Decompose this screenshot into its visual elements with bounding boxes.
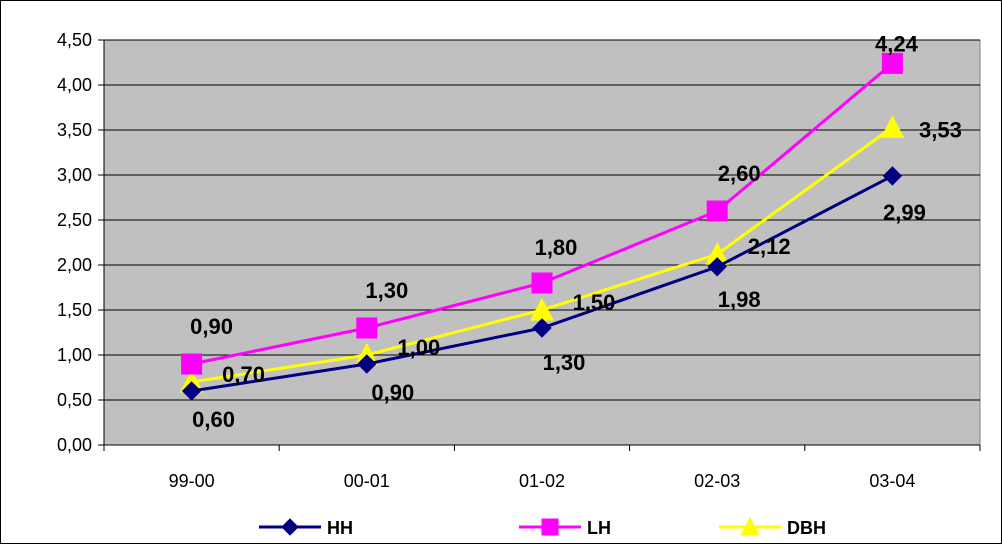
data-label-lh: 0,90 [190,314,233,339]
data-point-hh [882,166,903,186]
data-point-hh [357,354,377,374]
legend-label: HH [327,518,353,538]
y-tick-label: 4,50 [57,30,92,50]
legend-label: LH [587,518,611,538]
x-tick-label: 01-02 [519,471,565,491]
data-label-hh: 0,90 [371,380,414,405]
legend-marker-dbh [740,516,760,536]
legend-marker-hh [281,518,299,536]
data-label-hh: 0,60 [192,407,235,432]
data-label-lh: 2,60 [718,161,761,186]
legend-item-lh: LH [519,518,611,538]
data-label-dbh: 1,00 [397,335,440,360]
data-point-lh [531,272,553,294]
y-axis-ticks: 0,00 0,50 1,00 1,50 2,00 2,50 3,00 3,50 4,00 4,50 [57,30,104,455]
legend: HH LH DBH [259,516,826,538]
y-tick-label: 2,00 [57,255,92,275]
x-tick-label: 00-01 [344,471,390,491]
data-label-dbh: 3,53 [919,117,962,142]
data-label-hh: 1,98 [718,287,761,312]
y-tick-label: 0,00 [57,435,92,455]
data-label-dbh: 1,50 [573,290,616,315]
plot-area [103,39,981,446]
y-tick-label: 3,50 [57,120,92,140]
y-tick-label: 1,00 [57,345,92,365]
data-point-lh [356,317,378,339]
y-tick-label: 1,50 [57,300,92,320]
x-tick-label: 03-04 [869,471,915,491]
data-label-lh: 4,24 [875,31,919,56]
data-point-hh [707,257,727,277]
data-point-lh [881,52,903,74]
legend-marker-lh [541,518,559,536]
data-labels: 0,60 0,90 1,30 1,98 2,99 0,90 1,30 1,80 2,60 4,24… [190,31,962,432]
legend-label: DBH [787,518,826,538]
data-label-dbh: 2,12 [748,234,791,259]
y-tick-label: 2,50 [57,210,92,230]
data-label-dbh: 0,70 [222,362,265,387]
data-label-lh: 1,80 [535,235,578,260]
x-axis-ticks: 99-00 00-01 01-02 02-03 03-04 [103,445,981,491]
data-point-dbh [880,115,905,138]
data-label-hh: 2,99 [883,200,926,225]
series-lh [181,52,903,375]
series-group [179,52,905,401]
data-point-hh [532,318,552,338]
y-tick-label: 3,00 [57,165,92,185]
x-tick-label: 02-03 [694,471,740,491]
y-tick-label: 0,50 [57,390,92,410]
series-hh [181,166,903,401]
x-tick-label: 99-00 [169,471,215,491]
data-point-hh [181,381,202,401]
axes [103,40,980,446]
data-point-lh [181,353,203,375]
data-point-lh [706,200,728,222]
data-label-lh: 1,30 [365,278,408,303]
legend-item-dbh: DBH [719,516,826,538]
grid-lines [104,39,980,401]
data-label-hh: 1,30 [543,350,586,375]
y-tick-label: 4,00 [57,75,92,95]
legend-item-hh: HH [259,518,353,538]
